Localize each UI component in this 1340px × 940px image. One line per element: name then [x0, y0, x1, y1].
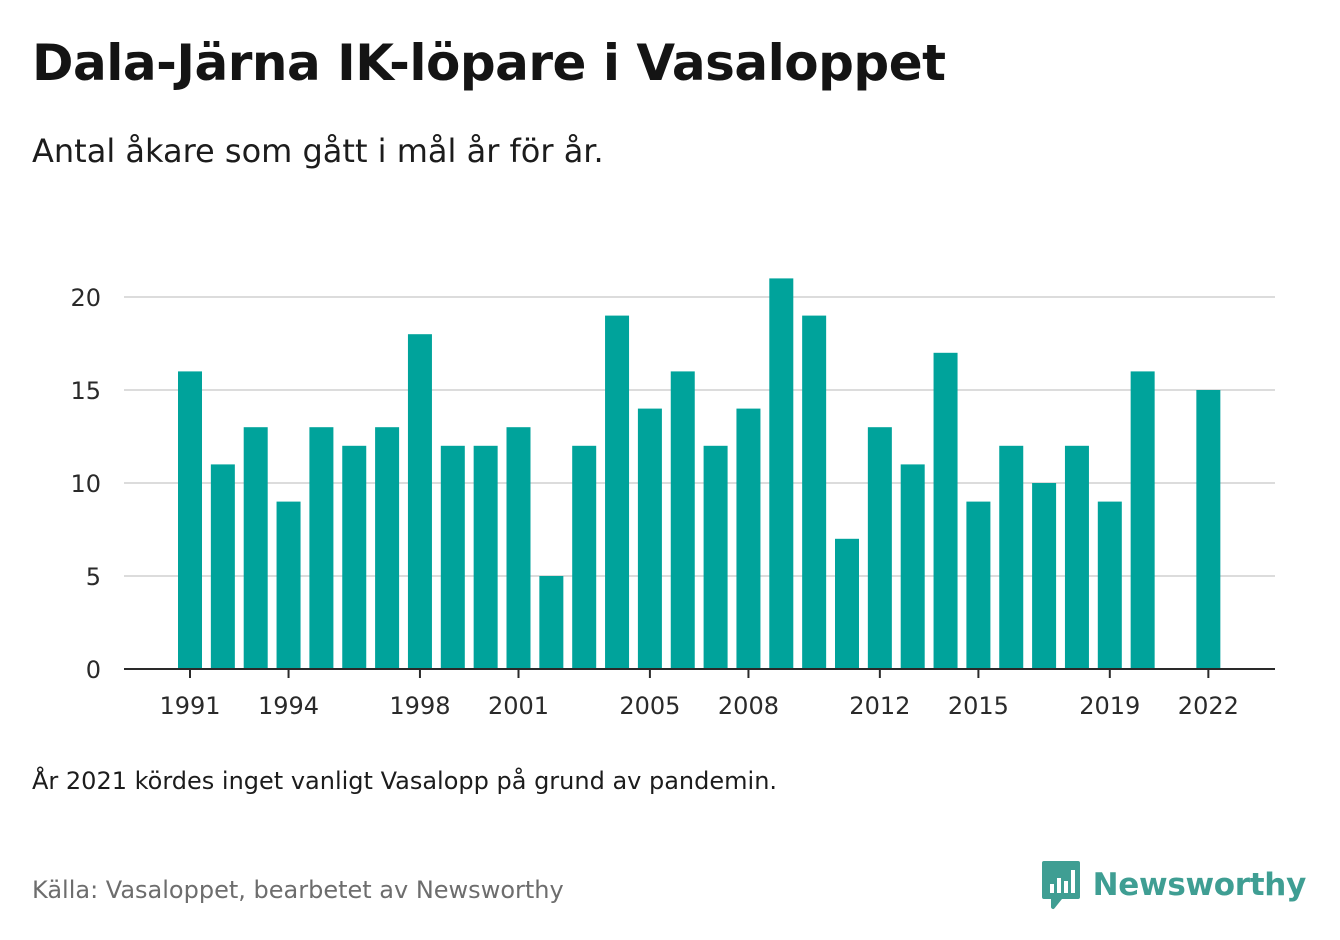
bar — [506, 427, 531, 669]
bar-chart: 0 5 10 15 20 1991 1994 1998 2001 2005 2008 2012 2015… — [70, 278, 1275, 720]
chart-title: Dala-Järna IK-löpare i Vasaloppet — [32, 34, 946, 92]
bar — [637, 408, 662, 669]
bar — [375, 427, 400, 669]
x-tick-label: 2022 — [1178, 692, 1239, 720]
bar — [670, 371, 695, 669]
source-credit: Källa: Vasaloppet, bearbetet av Newswort… — [32, 876, 564, 904]
bar — [572, 445, 597, 669]
bar — [1064, 445, 1089, 669]
bar — [835, 538, 859, 669]
x-tick-label: 2019 — [1079, 692, 1140, 720]
bar — [1130, 371, 1155, 669]
bar — [210, 464, 235, 669]
bar — [802, 315, 827, 669]
y-tick-label: 5 — [86, 563, 101, 591]
brand-logo: Newsworthy — [1041, 860, 1306, 910]
bar — [933, 352, 958, 669]
bar — [1032, 483, 1057, 669]
bar — [736, 408, 761, 669]
bar — [703, 445, 728, 669]
bar — [276, 501, 301, 669]
x-tick-label: 1998 — [389, 692, 450, 720]
x-tick-label: 2012 — [849, 692, 910, 720]
newsworthy-logo-icon — [1041, 861, 1080, 909]
bar — [539, 576, 564, 669]
x-tick-label: 2001 — [488, 692, 549, 720]
x-tick-label: 2005 — [619, 692, 680, 720]
bar — [867, 427, 892, 669]
chart-note: År 2021 kördes inget vanligt Vasalopp på… — [32, 767, 778, 795]
chart-subtitle: Antal åkare som gått i mål år för år. — [32, 132, 604, 170]
bar — [407, 334, 432, 669]
bar — [605, 315, 630, 669]
bar — [769, 278, 794, 669]
y-tick-label: 10 — [70, 470, 101, 498]
bar — [178, 371, 202, 669]
x-tick-label: 1991 — [159, 692, 220, 720]
bar — [473, 445, 498, 669]
x-tick-label: 1994 — [258, 692, 319, 720]
y-tick-label: 15 — [70, 377, 101, 405]
bar — [440, 445, 465, 669]
bar — [900, 464, 925, 669]
bar — [309, 427, 334, 669]
brand-name: Newsworthy — [1092, 867, 1307, 903]
bar — [243, 427, 268, 669]
bar — [999, 445, 1024, 669]
bar — [1097, 501, 1122, 669]
bar — [342, 445, 367, 669]
y-tick-label: 20 — [70, 284, 101, 312]
x-tick-label: 2015 — [948, 692, 1009, 720]
x-tick-label: 2008 — [718, 692, 779, 720]
bar — [1196, 390, 1221, 669]
y-tick-label: 0 — [86, 656, 101, 684]
bar — [966, 501, 991, 669]
